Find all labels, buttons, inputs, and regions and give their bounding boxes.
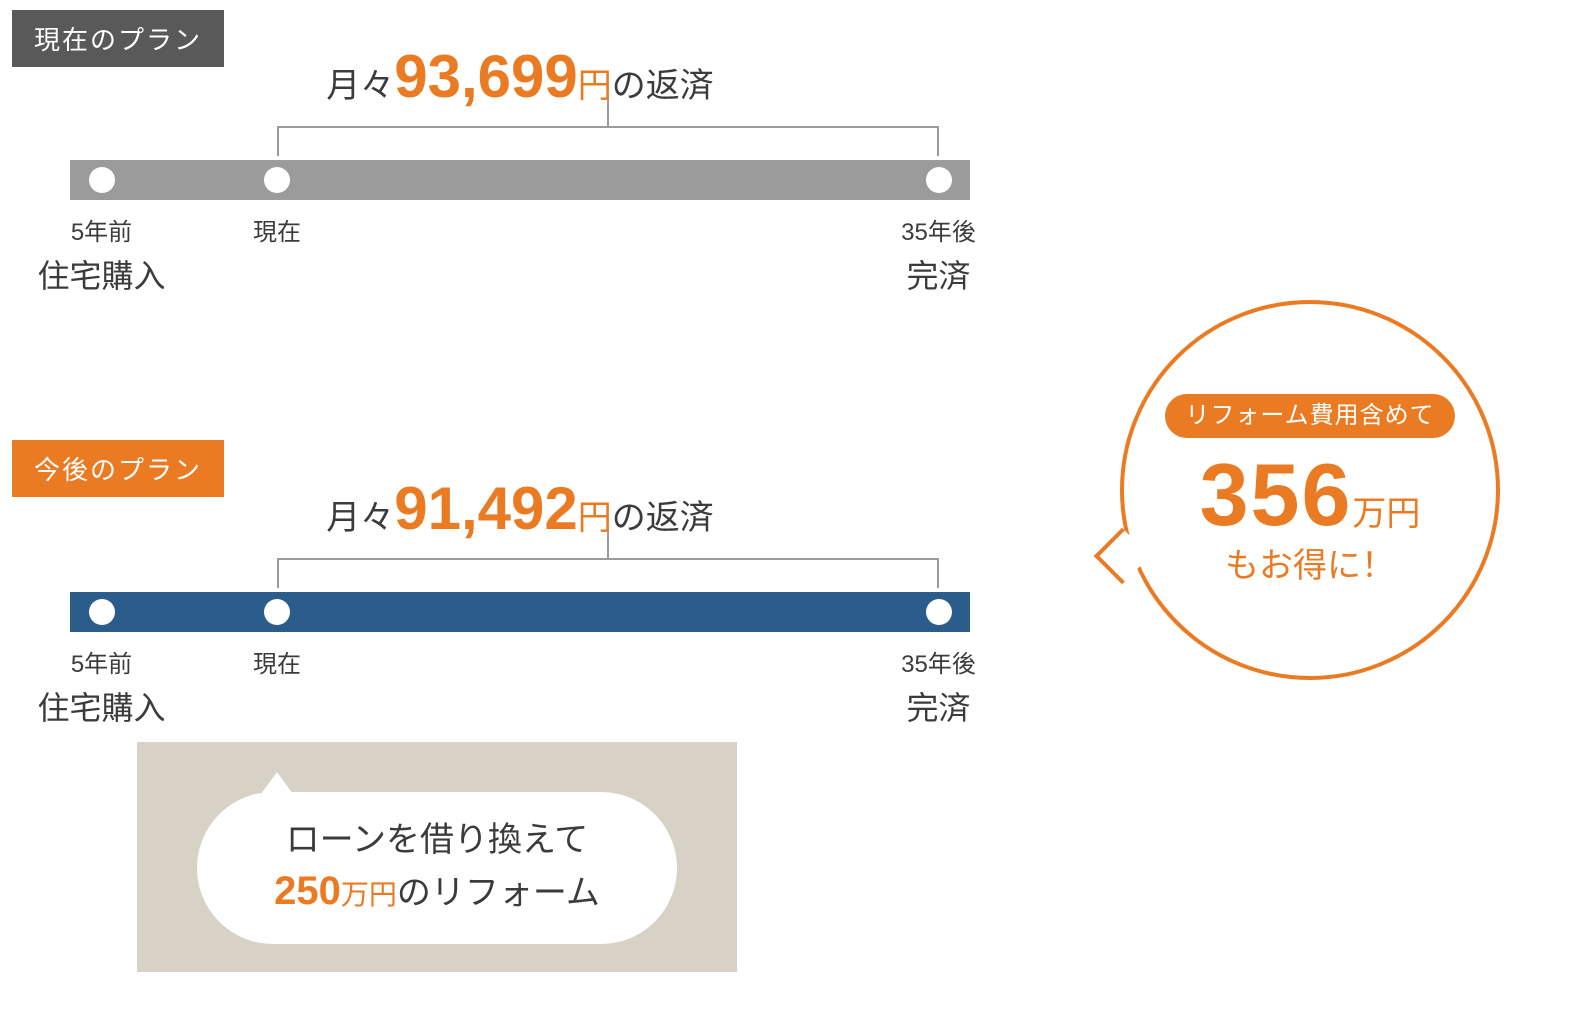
current-headline-pre: 月々	[326, 67, 394, 105]
pill-unit: 万円	[341, 879, 397, 910]
future-dot-end	[926, 599, 952, 625]
current-headline: 月々93,699円の返済	[70, 42, 970, 111]
pill-amount: 250	[274, 869, 341, 913]
pill-rest: のリフォーム	[397, 874, 600, 912]
current-dot-start	[89, 167, 115, 193]
future-dot-start	[89, 599, 115, 625]
future-end-desc: 完済	[901, 683, 976, 729]
badge-amount: 356	[1200, 445, 1353, 544]
future-headline-amount: 91,492	[394, 475, 578, 542]
future-bracket	[277, 558, 939, 588]
current-dot-end	[926, 167, 952, 193]
future-label-now: 現在	[253, 644, 301, 679]
current-label-end: 35年後 完済	[901, 212, 976, 297]
current-end-desc: 完済	[901, 251, 976, 297]
future-headline-pre: 月々	[326, 499, 394, 537]
badge-msg: もお得に！	[1225, 547, 1395, 586]
current-bracket	[277, 126, 939, 156]
future-timeline: 5年前 住宅購入 現在 35年後 完済	[70, 592, 970, 632]
current-end-time: 35年後	[901, 212, 976, 247]
future-end-time: 35年後	[901, 644, 976, 679]
future-label-start: 5年前 住宅購入	[37, 644, 165, 729]
current-timeline: 5年前 住宅購入 現在 35年後 完済	[70, 160, 970, 200]
current-label-start: 5年前 住宅購入	[37, 212, 165, 297]
current-start-time: 5年前	[37, 212, 165, 247]
future-start-desc: 住宅購入	[37, 683, 165, 729]
future-label-end: 35年後 完済	[901, 644, 976, 729]
current-now-time: 現在	[253, 212, 301, 247]
current-headline-post: の返済	[612, 67, 714, 105]
future-now-time: 現在	[253, 644, 301, 679]
future-headline-post: の返済	[612, 499, 714, 537]
pill-line1: ローンを借り換えて	[241, 818, 633, 864]
refinance-pill: ローンを借り換えて 250万円のリフォーム	[197, 792, 677, 944]
badge-top: リフォーム費用含めて	[1165, 394, 1454, 438]
future-headline: 月々91,492円の返済	[70, 474, 970, 543]
savings-badge: リフォーム費用含めて 356万円 もお得に！	[1120, 300, 1500, 680]
current-dot-now	[264, 167, 290, 193]
future-start-time: 5年前	[37, 644, 165, 679]
future-dot-now	[264, 599, 290, 625]
current-label-now: 現在	[253, 212, 301, 247]
badge-unit: 万円	[1352, 495, 1420, 533]
current-start-desc: 住宅購入	[37, 251, 165, 297]
current-headline-amount: 93,699	[394, 43, 578, 110]
refinance-pill-pointer	[261, 772, 293, 794]
